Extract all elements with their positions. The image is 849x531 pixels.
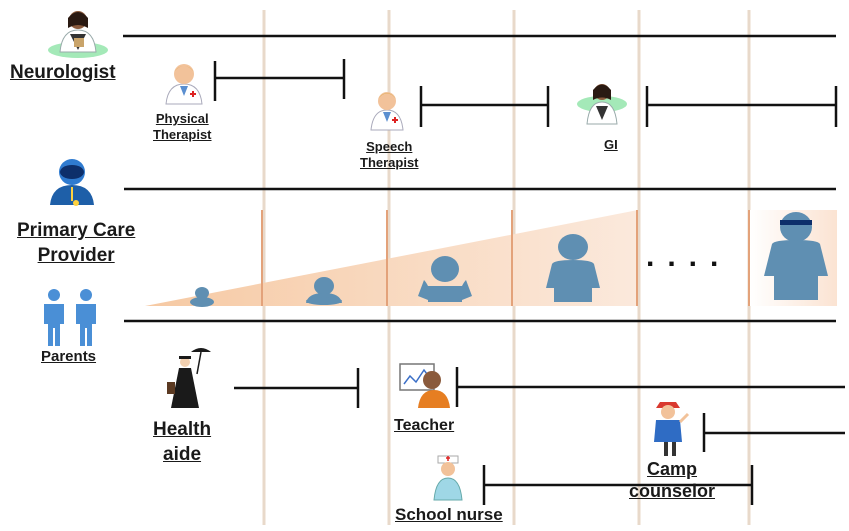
primary-care-provider-label: Primary Care Provider	[17, 220, 136, 266]
male-doctor-icon	[165, 64, 203, 105]
timelines	[123, 34, 836, 323]
infant-icon	[190, 287, 214, 307]
child-icon	[546, 234, 600, 302]
parents-label: Parents	[41, 348, 97, 365]
female-doctor-icon	[577, 84, 627, 125]
toddler-icon	[306, 277, 342, 305]
teen-icon	[764, 212, 828, 300]
gi-range	[645, 86, 838, 127]
physical-therapist-label: Physical Therapist	[153, 111, 212, 142]
teacher-range	[455, 367, 845, 407]
camp-counselor-range	[702, 413, 845, 452]
speech-therapist-label: Speech Therapist	[360, 139, 419, 170]
school-nurse-label: School nurse	[395, 505, 503, 524]
gi-label: GI	[604, 137, 618, 152]
nurse-icon	[433, 455, 463, 501]
health-aide-label: Health aide	[153, 419, 212, 465]
male-doctor-icon	[370, 92, 404, 131]
stethoscope-person-icon	[50, 159, 94, 206]
health-aide-range	[234, 368, 360, 408]
school-nurse-range	[482, 465, 754, 505]
young-child-icon	[418, 256, 472, 302]
teacher-blackboard-icon	[399, 363, 450, 408]
female-doctor-icon	[48, 11, 108, 58]
camp-counselor-icon	[654, 402, 690, 456]
teacher-label: Teacher	[394, 417, 455, 434]
growth-wedge	[145, 210, 837, 306]
neurologist-label: Neurologist	[10, 62, 116, 83]
camp-counselor-label: Camp counselor	[629, 459, 716, 501]
growth-ellipsis: ....	[646, 240, 732, 273]
parents-icon	[44, 289, 96, 346]
nanny-umbrella-icon	[167, 348, 211, 408]
speech-therapy-range	[419, 86, 550, 127]
physical-therapy-range	[213, 59, 346, 101]
